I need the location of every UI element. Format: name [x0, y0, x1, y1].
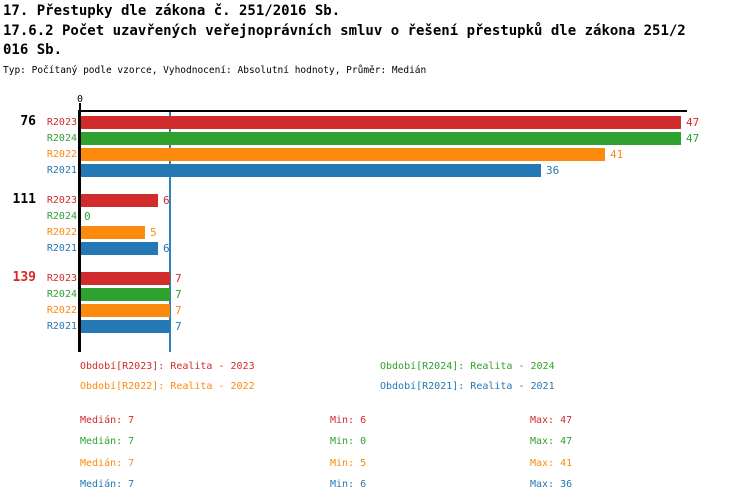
bar-value-label: 6 — [163, 242, 170, 255]
series-label: R2021 — [46, 165, 77, 176]
legend-item-r2021: Období[R2021]: Realita - 2021 — [380, 381, 555, 392]
bar-value-label: 41 — [610, 148, 624, 161]
series-label: R2024 — [46, 211, 77, 222]
bar — [81, 226, 145, 239]
stat-median-r2023: Medián: 7 — [80, 415, 135, 426]
bar-value-label: 6 — [163, 194, 170, 207]
title-line-3: 016 Sb. — [3, 42, 63, 58]
series-label: R2021 — [46, 243, 77, 254]
bar — [81, 116, 681, 129]
legend-item-r2023: Období[R2023]: Realita - 2023 — [80, 361, 255, 372]
legend-item-r2024: Období[R2024]: Realita - 2024 — [380, 361, 555, 372]
axis-vertical-line — [78, 110, 81, 352]
bar-value-label: 7 — [175, 272, 182, 285]
stat-median-r2021: Medián: 7 — [80, 479, 135, 490]
bar-value-label: 36 — [546, 164, 560, 177]
stat-max-r2022: Max: 41 — [530, 458, 573, 469]
series-label: R2022 — [46, 305, 77, 316]
stat-median-r2022: Medián: 7 — [80, 458, 135, 469]
bar-value-label: 47 — [686, 116, 700, 129]
series-label: R2023 — [46, 195, 77, 206]
bar — [81, 132, 681, 145]
series-label: R2024 — [46, 133, 77, 144]
bar — [81, 272, 170, 285]
title-line-2: 17.6.2 Počet uzavřených veřejnoprávních … — [3, 22, 686, 39]
stat-min-r2023: Min: 6 — [330, 415, 367, 426]
legend-item-r2022: Období[R2022]: Realita - 2022 — [80, 381, 255, 392]
series-label: R2022 — [46, 149, 77, 160]
series-label: R2024 — [46, 289, 77, 300]
bar-value-label: 7 — [175, 304, 182, 317]
report-meta-line: Typ: Počítaný podle vzorce, Vyhodnocení:… — [3, 65, 427, 76]
bar — [81, 288, 170, 301]
stat-median-r2024: Medián: 7 — [80, 436, 135, 447]
group-value-label: 76 — [20, 114, 36, 129]
stat-min-r2022: Min: 5 — [330, 458, 367, 469]
bar — [81, 194, 158, 207]
group-value-label: 111 — [12, 192, 36, 207]
series-label: R2023 — [46, 273, 77, 284]
median-reference-line — [169, 112, 171, 352]
stat-min-r2021: Min: 6 — [330, 479, 367, 490]
series-label: R2022 — [46, 227, 77, 238]
series-label: R2023 — [46, 117, 77, 128]
bar — [81, 148, 605, 161]
bar-value-label: 7 — [175, 320, 182, 333]
stat-min-r2024: Min: 0 — [330, 436, 367, 447]
report-title: 17. Přestupky dle zákona č. 251/2016 Sb.… — [3, 2, 686, 61]
title-line-1: 17. Přestupky dle zákona č. 251/2016 Sb. — [3, 3, 341, 19]
stat-max-r2024: Max: 47 — [530, 436, 573, 447]
bar — [81, 320, 170, 333]
bar-value-label: 47 — [686, 132, 700, 145]
bar — [81, 242, 158, 255]
group-value-label: 139 — [12, 270, 36, 285]
stat-max-r2023: Max: 47 — [530, 415, 573, 426]
axis-top-line — [80, 110, 687, 112]
bar — [81, 164, 541, 177]
bar — [81, 304, 170, 317]
bar-value-label: 5 — [150, 226, 157, 239]
bar-value-label: 7 — [175, 288, 182, 301]
axis-origin-label: 0 — [76, 94, 84, 105]
axis-zero-tick — [79, 103, 81, 110]
bar-value-label: 0 — [84, 210, 91, 223]
series-label: R2021 — [46, 321, 77, 332]
stat-max-r2021: Max: 36 — [530, 479, 573, 490]
